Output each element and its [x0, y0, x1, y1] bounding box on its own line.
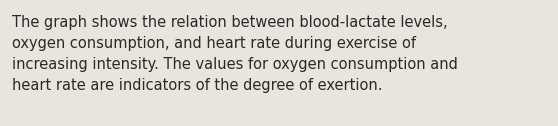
Text: The graph shows the relation between blood-lactate levels,
oxygen consumption, a: The graph shows the relation between blo… — [12, 15, 458, 93]
